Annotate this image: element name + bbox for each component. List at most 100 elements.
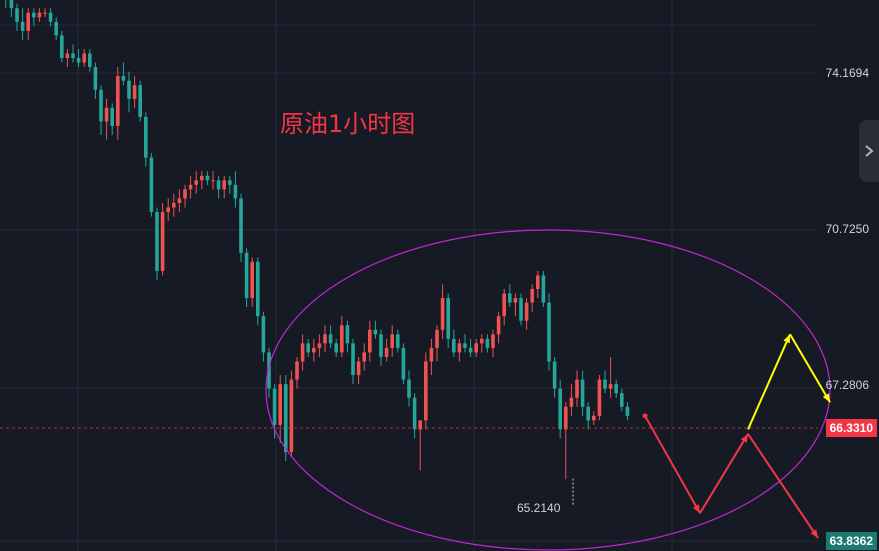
- candle-body: [160, 212, 165, 271]
- candle-body: [592, 415, 596, 421]
- candle-body: [334, 343, 338, 353]
- candle-body: [149, 157, 154, 213]
- candle-body: [110, 107, 114, 126]
- candle-body: [99, 89, 103, 122]
- candle-body: [76, 58, 81, 63]
- candle-body: [15, 8, 19, 22]
- candle-body: [183, 189, 187, 199]
- candle-body: [233, 184, 238, 199]
- candle-body: [586, 406, 590, 421]
- candle-body: [155, 212, 159, 271]
- candle-body: [60, 35, 64, 59]
- candle-body: [172, 202, 176, 208]
- candle-body: [328, 334, 333, 344]
- candle-body: [256, 261, 260, 317]
- candle-body: [272, 388, 277, 425]
- yellow-projection-arrowhead: [783, 334, 790, 344]
- candle-body: [519, 298, 523, 321]
- candle-body: [267, 352, 271, 389]
- candle-body: [82, 53, 86, 63]
- red-projection-arrowhead: [692, 504, 700, 514]
- candle-body: [429, 347, 434, 362]
- candle-body: [250, 261, 254, 299]
- candle-body: [351, 343, 355, 376]
- candle-body: [289, 379, 294, 453]
- candle-body: [356, 361, 361, 376]
- candle-body: [222, 180, 226, 190]
- candle-body: [424, 361, 428, 421]
- candle-body: [166, 207, 170, 213]
- price-axis-tick: 67.2806: [825, 378, 869, 392]
- last-price-badge: 66.3310: [825, 419, 877, 437]
- candle-body: [88, 53, 92, 68]
- candle-body: [43, 12, 47, 14]
- candle-body: [508, 293, 512, 303]
- candle-body: [446, 298, 450, 339]
- candle-body: [502, 293, 506, 317]
- candle-body: [345, 325, 350, 344]
- candle-body: [468, 347, 473, 353]
- yellow-projection-arrowhead: [822, 393, 830, 403]
- candle-body: [211, 180, 215, 182]
- candle-body: [340, 325, 344, 353]
- candle-body: [138, 85, 142, 117]
- candle-body: [418, 420, 422, 430]
- candle-body: [284, 384, 288, 453]
- candle-body: [373, 329, 378, 335]
- candle-body: [474, 343, 478, 353]
- candle-body: [569, 397, 574, 407]
- candle-body: [401, 347, 406, 380]
- candle-body: [396, 334, 400, 348]
- candle-body: [9, 0, 14, 9]
- candle-body: [614, 384, 618, 394]
- price-axis-tick: 70.7250: [825, 222, 869, 236]
- candle-body: [278, 384, 282, 425]
- candle-body: [323, 334, 327, 344]
- candle-body: [558, 388, 562, 430]
- candle-body: [32, 12, 36, 18]
- candle-body: [362, 352, 366, 362]
- candle-body: [228, 180, 232, 185]
- candle-body: [317, 343, 322, 348]
- candle-body: [306, 343, 310, 353]
- candle-body: [384, 347, 389, 357]
- candle-body: [491, 334, 495, 348]
- candle-body: [485, 338, 490, 348]
- yellow-projection-segment: [789, 333, 831, 403]
- candle-body: [480, 338, 484, 344]
- candle-body: [48, 12, 53, 22]
- candle-body: [580, 379, 585, 407]
- candle-body: [244, 252, 249, 299]
- candle-body: [536, 275, 540, 290]
- candle-body: [37, 12, 42, 18]
- candle-body: [177, 198, 182, 203]
- candle-body: [368, 329, 372, 353]
- candle-body: [132, 85, 137, 99]
- red-projection-segment: [747, 433, 819, 539]
- candle-body: [407, 379, 411, 398]
- candle-body: [435, 329, 439, 348]
- red-projection-segment: [644, 415, 701, 514]
- candle-body: [524, 302, 529, 321]
- candle-body: [552, 361, 557, 389]
- candle-body: [144, 116, 148, 158]
- candle-body: [564, 406, 568, 430]
- low-price-badge: 63.8362: [825, 532, 877, 550]
- price-axis-tick: 74.1694: [825, 66, 869, 80]
- candle-body: [300, 343, 305, 362]
- candle-body: [26, 12, 30, 31]
- candle-body: [625, 406, 630, 416]
- candle-body: [541, 275, 546, 303]
- red-projection-segment: [699, 433, 749, 514]
- low-price-annotation: 65.2140: [517, 500, 561, 515]
- candle-body: [463, 343, 467, 348]
- candle-body: [65, 53, 70, 59]
- candle-body: [547, 302, 551, 362]
- candle-body: [261, 316, 266, 353]
- side-panel-toggle[interactable]: [859, 120, 879, 182]
- candle-body: [379, 334, 383, 357]
- candle-body: [496, 316, 501, 335]
- candle-body: [194, 180, 198, 185]
